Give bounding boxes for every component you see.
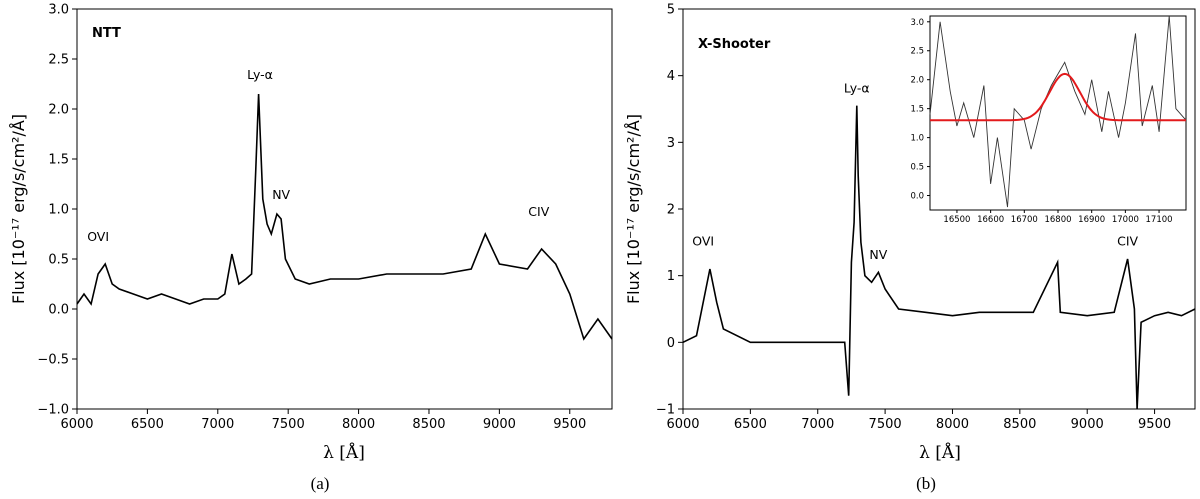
- inset-x-ticks: 16500 16600 16700 16800 16900 17000 17100: [943, 210, 1173, 225]
- panel-a-y-tick-label: −0.5: [37, 353, 69, 368]
- inset-x-tick-label: 16500: [943, 215, 970, 225]
- panel-a-annotation-ly: Ly-α: [247, 67, 273, 82]
- panel-a-x-tick-label: 9000: [483, 417, 516, 432]
- panel-a-y-tick-label: 3.0: [48, 3, 69, 18]
- panel-a-x-tick-label: 7500: [272, 417, 305, 432]
- panel-a-y-tick-label: −1.0: [37, 403, 69, 418]
- panel-b-y-tick-label: 5: [667, 3, 675, 18]
- panel-b-y-tick-label: 2: [667, 203, 675, 218]
- panel-b-x-tick-label: 9500: [1138, 417, 1171, 432]
- panel-a-annotation-ovi: OVI: [87, 229, 109, 244]
- panel-a-y-tick-label: 2.0: [48, 103, 69, 118]
- panel-b-x-tick-label: 7000: [801, 417, 834, 432]
- panel-a-spectrum-line: [76, 93, 613, 341]
- inset-x-tick-label: 16700: [1011, 215, 1038, 225]
- panel-b-spectrum-line: [682, 105, 1196, 410]
- panel-a-y-axis-label: Flux [10⁻¹⁷ erg/s/cm²/Å]: [9, 114, 28, 304]
- panel-b-annotations: OVI Ly-α NV CIV: [692, 80, 1138, 262]
- inset-y-tick-label: 2.5: [910, 47, 924, 57]
- panel-a-x-tick-label: 9500: [553, 417, 586, 432]
- panel-a-x-tick-label: 6500: [131, 417, 164, 432]
- panel-b-annotation-nv: NV: [869, 247, 887, 262]
- inset-x-tick-label: 16800: [1044, 215, 1071, 225]
- panel-a-y-tick-label: 2.5: [48, 53, 69, 68]
- panel-b-x-tick-label: 6000: [666, 417, 699, 432]
- inset-x-tick-label: 17000: [1112, 215, 1139, 225]
- panel-b: 6000 6500 7000 7500 8000 8500 9000 9500 −1 0 1 2 3 4…: [624, 3, 1196, 493]
- inset-y-ticks: 0.0 0.5 1.0 1.5 2.0 2.5 3.0: [910, 18, 930, 202]
- panel-b-y-axis-label: Flux [10⁻¹⁷ erg/s/cm²/Å]: [624, 114, 643, 304]
- panel-b-caption: (b): [916, 474, 936, 493]
- inset-plot-area: [929, 15, 1187, 211]
- panel-b-instrument-label: X-Shooter: [698, 37, 771, 52]
- panel-a-y-tick-label: 1.0: [48, 203, 69, 218]
- inset-y-tick-label: 3.0: [910, 18, 924, 28]
- panel-a-y-tick-label: 1.5: [48, 153, 69, 168]
- inset-y-tick-label: 1.5: [910, 105, 924, 115]
- panel-b-x-axis-label: λ [Å]: [919, 442, 961, 463]
- panel-a-y-tick-label: 0.5: [48, 253, 69, 268]
- panel-b-y-tick-label: 3: [667, 136, 675, 151]
- panel-b-annotation-ovi: OVI: [692, 234, 714, 249]
- inset-y-tick-label: 0.5: [910, 163, 924, 173]
- panel-a-y-tick-label: 0.0: [48, 303, 69, 318]
- inset-x-tick-label: 17100: [1146, 215, 1173, 225]
- panel-a-x-tick-label: 6000: [60, 417, 93, 432]
- panel-b-annotation-civ: CIV: [1117, 234, 1138, 249]
- panel-b-y-tick-label: −1: [656, 403, 675, 418]
- panel-a-x-ticks: 6000 6500 7000 7500 8000 8500 9000 9500: [60, 409, 586, 432]
- panel-a-x-tick-label: 8000: [342, 417, 375, 432]
- panel-b-x-tick-label: 6500: [734, 417, 767, 432]
- panel-b-x-ticks: 6000 6500 7000 7500 8000 8500 9000 9500: [666, 409, 1171, 432]
- panel-b-y-tick-label: 1: [667, 269, 675, 284]
- panel-a-x-tick-label: 8500: [412, 417, 445, 432]
- panel-a-y-ticks: −1.0 −0.5 0.0 0.5 1.0 1.5 2.0 2.5 3.0: [37, 3, 77, 418]
- inset-gaussian-fit-line: [930, 72, 1186, 122]
- inset-spectrum-line: [929, 15, 1187, 208]
- panel-b-x-tick-label: 8500: [1003, 417, 1036, 432]
- panel-a-annotation-nv: NV: [272, 187, 290, 202]
- panel-a: 6000 6500 7000 7500 8000 8500 9000 9500 −1.0 −0.…: [9, 3, 613, 493]
- panel-a-annotation-civ: CIV: [528, 204, 549, 219]
- panel-a-caption: (a): [311, 474, 330, 493]
- panel-b-y-ticks: −1 0 1 2 3 4 5: [656, 3, 683, 418]
- panel-a-x-axis-label: λ [Å]: [323, 442, 365, 463]
- inset-y-tick-label: 1.0: [910, 134, 924, 144]
- panel-b-y-tick-label: 4: [667, 69, 675, 84]
- panel-b-inset: 16500 16600 16700 16800 16900 17000 17100 0.00…: [910, 15, 1187, 225]
- panel-b-y-tick-label: 0: [667, 336, 675, 351]
- panel-b-x-tick-label: 7500: [869, 417, 902, 432]
- panel-b-annotation-ly: Ly-α: [844, 80, 870, 95]
- inset-y-tick-label: 2.0: [910, 76, 924, 86]
- panel-a-x-tick-label: 7000: [201, 417, 234, 432]
- inset-x-tick-label: 16900: [1078, 215, 1105, 225]
- panel-a-annotations: OVI Ly-α NV CIV: [87, 67, 550, 244]
- inset-y-tick-label: 0.0: [910, 192, 924, 202]
- inset-x-tick-label: 16600: [977, 215, 1004, 225]
- panel-b-x-tick-label: 8000: [936, 417, 969, 432]
- panel-b-x-tick-label: 9000: [1071, 417, 1104, 432]
- panel-a-instrument-label: NTT: [92, 26, 121, 41]
